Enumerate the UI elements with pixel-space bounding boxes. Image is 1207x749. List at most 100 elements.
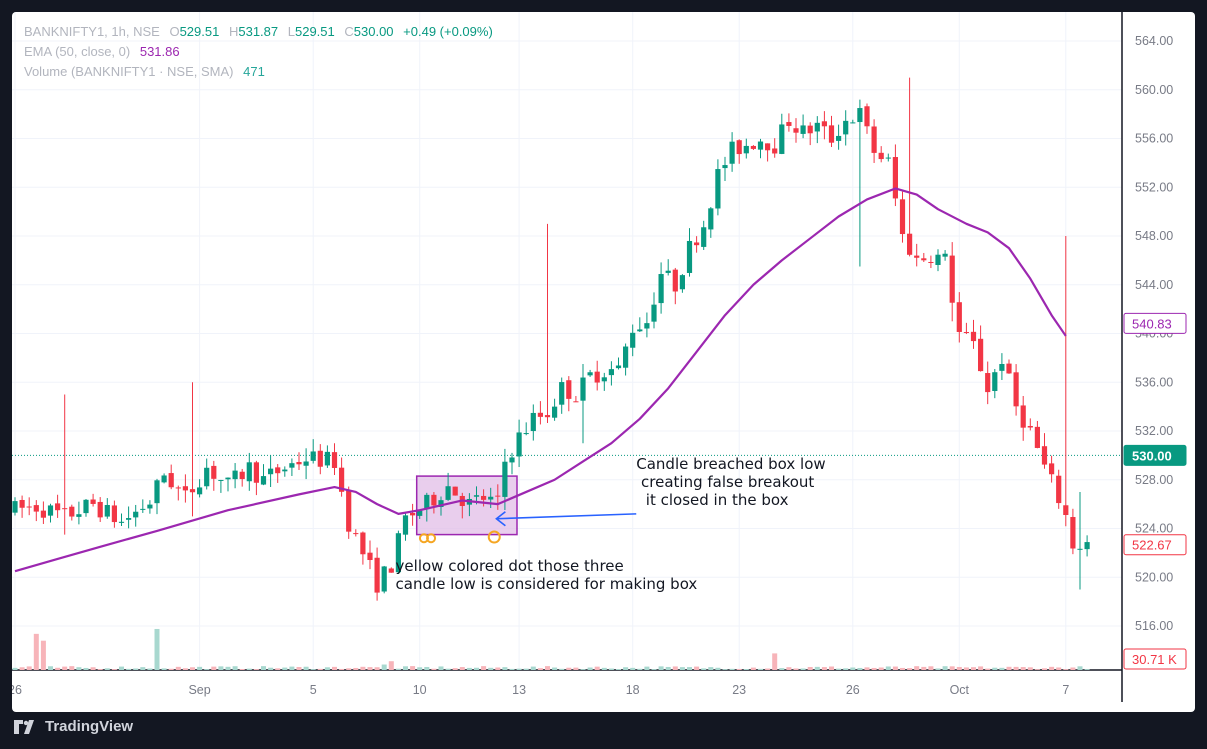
candle-body bbox=[999, 364, 1005, 371]
candle bbox=[1070, 508, 1076, 555]
volume-bar bbox=[878, 667, 884, 670]
volume-bar bbox=[722, 669, 728, 670]
volume-bar bbox=[346, 668, 352, 670]
volume-bars bbox=[12, 628, 1090, 670]
candle bbox=[90, 493, 96, 507]
candle bbox=[985, 361, 991, 405]
time-tick-label: 7 bbox=[1062, 683, 1069, 697]
candle-body bbox=[1034, 426, 1040, 448]
volume-bar bbox=[182, 668, 188, 670]
volume-bar bbox=[360, 666, 366, 670]
price-tag-box bbox=[1123, 444, 1187, 466]
candle bbox=[623, 343, 629, 376]
candle-body bbox=[268, 468, 274, 475]
candle-body bbox=[587, 372, 593, 376]
candle-body bbox=[694, 242, 700, 246]
candle-body bbox=[772, 148, 778, 154]
candle-body bbox=[871, 126, 877, 153]
candle-body bbox=[62, 508, 68, 510]
candle-body bbox=[225, 477, 231, 480]
candle-body bbox=[935, 254, 941, 265]
candle-body bbox=[814, 122, 820, 132]
volume-bar bbox=[1084, 669, 1090, 670]
candle bbox=[594, 360, 600, 391]
candle-body bbox=[104, 504, 110, 517]
candle bbox=[47, 503, 54, 523]
volume-bar bbox=[687, 667, 692, 670]
volume-bar bbox=[317, 668, 323, 670]
candle-body bbox=[488, 496, 494, 500]
candle-body bbox=[353, 533, 359, 535]
price-tag-box bbox=[1123, 648, 1187, 670]
candle-body bbox=[928, 261, 934, 263]
candle-body bbox=[970, 331, 977, 342]
candle bbox=[1049, 455, 1055, 483]
volume-bar bbox=[921, 666, 927, 670]
candle-body bbox=[1077, 548, 1083, 550]
candle-body bbox=[331, 452, 338, 468]
candle-body bbox=[502, 461, 508, 497]
tradingview-logo[interactable]: TradingView bbox=[14, 718, 133, 735]
candle bbox=[516, 419, 522, 468]
volume-bar bbox=[126, 668, 132, 670]
candle-body bbox=[672, 269, 678, 292]
candle bbox=[275, 464, 281, 483]
candle-body bbox=[303, 461, 309, 466]
candle bbox=[914, 243, 920, 267]
chart-frame[interactable]: 516.00 520.00 524.00 528.00 532.00 536.00 540.… bbox=[12, 12, 1195, 712]
candle bbox=[899, 191, 906, 243]
volume-bar bbox=[310, 669, 316, 670]
volume-bar bbox=[502, 667, 508, 670]
price-tag-label: 530.00 bbox=[1132, 448, 1172, 463]
volume-bar bbox=[857, 667, 863, 670]
candle-body bbox=[708, 208, 714, 230]
candle bbox=[793, 118, 799, 143]
volume-bar bbox=[985, 668, 991, 670]
volume-bar bbox=[218, 666, 224, 670]
volume-bar bbox=[26, 666, 32, 670]
candle bbox=[843, 110, 849, 146]
candle-body bbox=[97, 501, 103, 518]
candle-body bbox=[232, 470, 238, 480]
volume-bar bbox=[282, 667, 288, 670]
volume-bar bbox=[388, 661, 394, 670]
legend-ema-value: 531.86 bbox=[139, 44, 180, 59]
candle-body bbox=[743, 145, 749, 154]
volume-bar bbox=[772, 653, 778, 670]
candle bbox=[644, 312, 650, 338]
price-tag-label: 522.67 bbox=[1132, 538, 1172, 553]
volume-bar bbox=[104, 668, 110, 670]
ema-line bbox=[14, 187, 1067, 573]
candle bbox=[225, 477, 231, 492]
candle-body bbox=[821, 121, 827, 127]
candle bbox=[892, 144, 898, 207]
footer-bar: TradingView bbox=[0, 712, 1207, 749]
volume-bar bbox=[459, 667, 465, 670]
volume-bar bbox=[992, 667, 998, 670]
candle-body bbox=[800, 125, 806, 134]
volume-bar bbox=[786, 667, 792, 670]
volume-bar bbox=[147, 668, 153, 670]
candle bbox=[1006, 359, 1012, 374]
candle bbox=[360, 531, 366, 565]
legend-high: 531.87 bbox=[238, 24, 279, 39]
candle bbox=[381, 565, 387, 594]
candle bbox=[963, 322, 969, 335]
price-tick-label: 528.00 bbox=[1135, 473, 1173, 487]
candle-body bbox=[566, 380, 572, 399]
candle bbox=[800, 114, 806, 139]
candle-body bbox=[211, 465, 217, 479]
volume-bar bbox=[623, 667, 629, 670]
candle-body bbox=[722, 165, 728, 169]
time-tick-label: 5 bbox=[310, 683, 317, 697]
candle bbox=[850, 119, 856, 124]
candle bbox=[701, 220, 707, 250]
candle-body bbox=[899, 199, 906, 235]
volume-bar bbox=[644, 666, 650, 670]
candle bbox=[19, 495, 25, 518]
candle-body bbox=[516, 432, 522, 457]
candle bbox=[118, 513, 125, 526]
candlestick-chart[interactable]: 516.00 520.00 524.00 528.00 532.00 536.00 540.… bbox=[12, 12, 1195, 712]
candle bbox=[239, 468, 245, 487]
volume-bar bbox=[303, 666, 309, 670]
